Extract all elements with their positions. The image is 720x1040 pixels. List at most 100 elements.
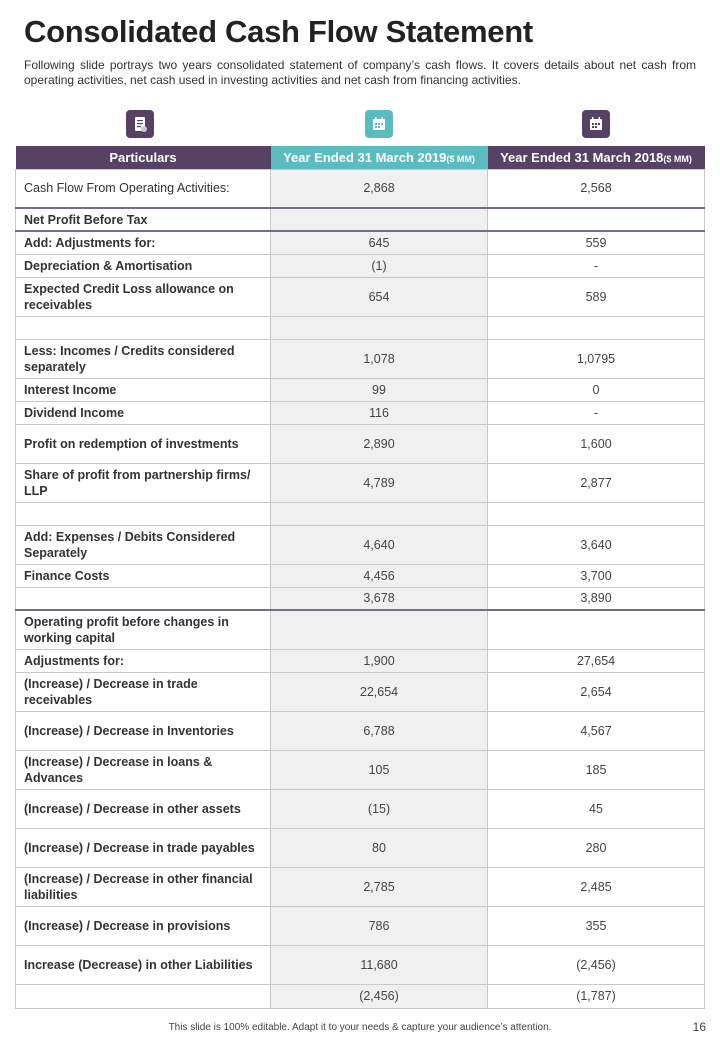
page-number: 16 xyxy=(692,1020,706,1034)
row-label: (Increase) / Decrease in provisions xyxy=(15,905,271,946)
table-row: Operating profit before changes in worki… xyxy=(15,609,705,650)
row-label: (Increase) / Decrease in Inventories xyxy=(15,710,271,751)
table-row: Profit on redemption of investments 2,890… xyxy=(15,423,705,464)
value-2018: - xyxy=(487,253,705,278)
value-2019 xyxy=(270,501,488,526)
row-label xyxy=(15,315,271,340)
table-row: Increase (Decrease) in other Liabilities… xyxy=(15,944,705,985)
value-2018: 3,640 xyxy=(487,524,705,565)
row-label: (Increase) / Decrease in other financial… xyxy=(15,866,271,907)
value-2018 xyxy=(487,315,705,340)
table-row: (Increase) / Decrease in other financial… xyxy=(15,866,705,907)
row-label: (Increase) / Decrease in other assets xyxy=(15,788,271,829)
value-2018: 4,567 xyxy=(487,710,705,751)
table-row: Interest Income 99 0 xyxy=(15,377,705,402)
row-label: Add: Adjustments for: xyxy=(15,230,271,255)
table-row: Share of profit from partnership firms/ … xyxy=(15,462,705,503)
cash-flow-table: Particulars Year Ended 31 March 2019($ M… xyxy=(15,146,705,1009)
table-row: Add: Expenses / Debits Considered Separa… xyxy=(15,524,705,565)
value-2019: 116 xyxy=(270,400,488,425)
header-2019: Year Ended 31 March 2019($ MM) xyxy=(270,146,488,169)
table-row: (Increase) / Decrease in trade receivabl… xyxy=(15,671,705,712)
table-row: (Increase) / Decrease in Inventories 6,78… xyxy=(15,710,705,751)
table-row: (Increase) / Decrease in trade payables 8… xyxy=(15,827,705,868)
row-label: (Increase) / Decrease in trade payables xyxy=(15,827,271,868)
calendar-icon xyxy=(582,110,610,138)
value-2019: 99 xyxy=(270,377,488,402)
value-2018: - xyxy=(487,400,705,425)
value-2018: 559 xyxy=(487,230,705,255)
value-2018: 280 xyxy=(487,827,705,868)
value-2019: (1) xyxy=(270,253,488,278)
value-2019: 2,890 xyxy=(270,423,488,464)
value-2018: 185 xyxy=(487,749,705,790)
value-2019: 1,078 xyxy=(270,338,488,379)
row-label: Share of profit from partnership firms/ … xyxy=(15,462,271,503)
value-2018: 589 xyxy=(487,276,705,317)
row-label xyxy=(15,501,271,526)
table-row: Less: Incomes / Credits considered separ… xyxy=(15,338,705,379)
value-2019 xyxy=(270,207,488,232)
value-2019: 654 xyxy=(270,276,488,317)
value-2019: 4,640 xyxy=(270,524,488,565)
value-2019: (15) xyxy=(270,788,488,829)
value-2018 xyxy=(487,501,705,526)
value-2018: 2,568 xyxy=(487,168,705,209)
value-2018: 0 xyxy=(487,377,705,402)
row-label: Adjustments for: xyxy=(15,648,271,673)
footer-note: This slide is 100% editable. Adapt it to… xyxy=(168,1022,552,1033)
value-2018: 2,485 xyxy=(487,866,705,907)
value-2018: 1,600 xyxy=(487,423,705,464)
row-label xyxy=(15,586,271,611)
value-2019: 1,900 xyxy=(270,648,488,673)
value-2018: (2,456) xyxy=(487,944,705,985)
value-2018: 2,654 xyxy=(487,671,705,712)
table-row: (2,456) (1,787) xyxy=(15,983,705,1009)
table-row: Expected Credit Loss allowance on receiv… xyxy=(15,276,705,317)
table-row xyxy=(15,501,705,526)
value-2019: 3,678 xyxy=(270,586,488,611)
table-row xyxy=(15,315,705,340)
value-2018: 45 xyxy=(487,788,705,829)
value-2019: 786 xyxy=(270,905,488,946)
row-label: (Increase) / Decrease in loans & Advance… xyxy=(15,749,271,790)
header-2018: Year Ended 31 March 2018($ MM) xyxy=(487,146,705,169)
value-2019: 645 xyxy=(270,230,488,255)
value-2019 xyxy=(270,315,488,340)
value-2019: 22,654 xyxy=(270,671,488,712)
row-label: Profit on redemption of investments xyxy=(15,423,271,464)
clipboard-icon xyxy=(126,110,154,138)
table-row: Depreciation & Amortisation (1) - xyxy=(15,253,705,278)
row-label: Cash Flow From Operating Activities: xyxy=(15,168,271,209)
value-2018 xyxy=(487,609,705,650)
value-2019: 6,788 xyxy=(270,710,488,751)
description: Following slide portrays two years conso… xyxy=(24,58,696,87)
table-row: (Increase) / Decrease in provisions 786 35… xyxy=(15,905,705,946)
table-row: Adjustments for: 1,900 27,654 xyxy=(15,648,705,673)
value-2018 xyxy=(487,207,705,232)
row-label: Interest Income xyxy=(15,377,271,402)
value-2018: 355 xyxy=(487,905,705,946)
calendar-icon xyxy=(365,110,393,138)
value-2019: 4,789 xyxy=(270,462,488,503)
value-2019: 105 xyxy=(270,749,488,790)
table-row: (Increase) / Decrease in loans & Advance… xyxy=(15,749,705,790)
row-label: Dividend Income xyxy=(15,400,271,425)
value-2019: 2,785 xyxy=(270,866,488,907)
value-2019: 11,680 xyxy=(270,944,488,985)
table-row: Cash Flow From Operating Activities: 2,86… xyxy=(15,168,705,209)
row-label: Expected Credit Loss allowance on receiv… xyxy=(15,276,271,317)
table-row: Dividend Income 116- xyxy=(15,400,705,425)
value-2018: 2,877 xyxy=(487,462,705,503)
value-2019: 4,456 xyxy=(270,563,488,588)
value-2018: 3,700 xyxy=(487,563,705,588)
value-2019 xyxy=(270,609,488,650)
value-2018: 3,890 xyxy=(487,586,705,611)
value-2018: 1,0795 xyxy=(487,338,705,379)
row-label: Less: Incomes / Credits considered separ… xyxy=(15,338,271,379)
row-label: Depreciation & Amortisation xyxy=(15,253,271,278)
row-label: Net Profit Before Tax xyxy=(15,207,271,232)
value-2019: (2,456) xyxy=(270,983,488,1009)
row-label: Operating profit before changes in worki… xyxy=(15,609,271,650)
table-row: 3,678 3,890 xyxy=(15,586,705,611)
